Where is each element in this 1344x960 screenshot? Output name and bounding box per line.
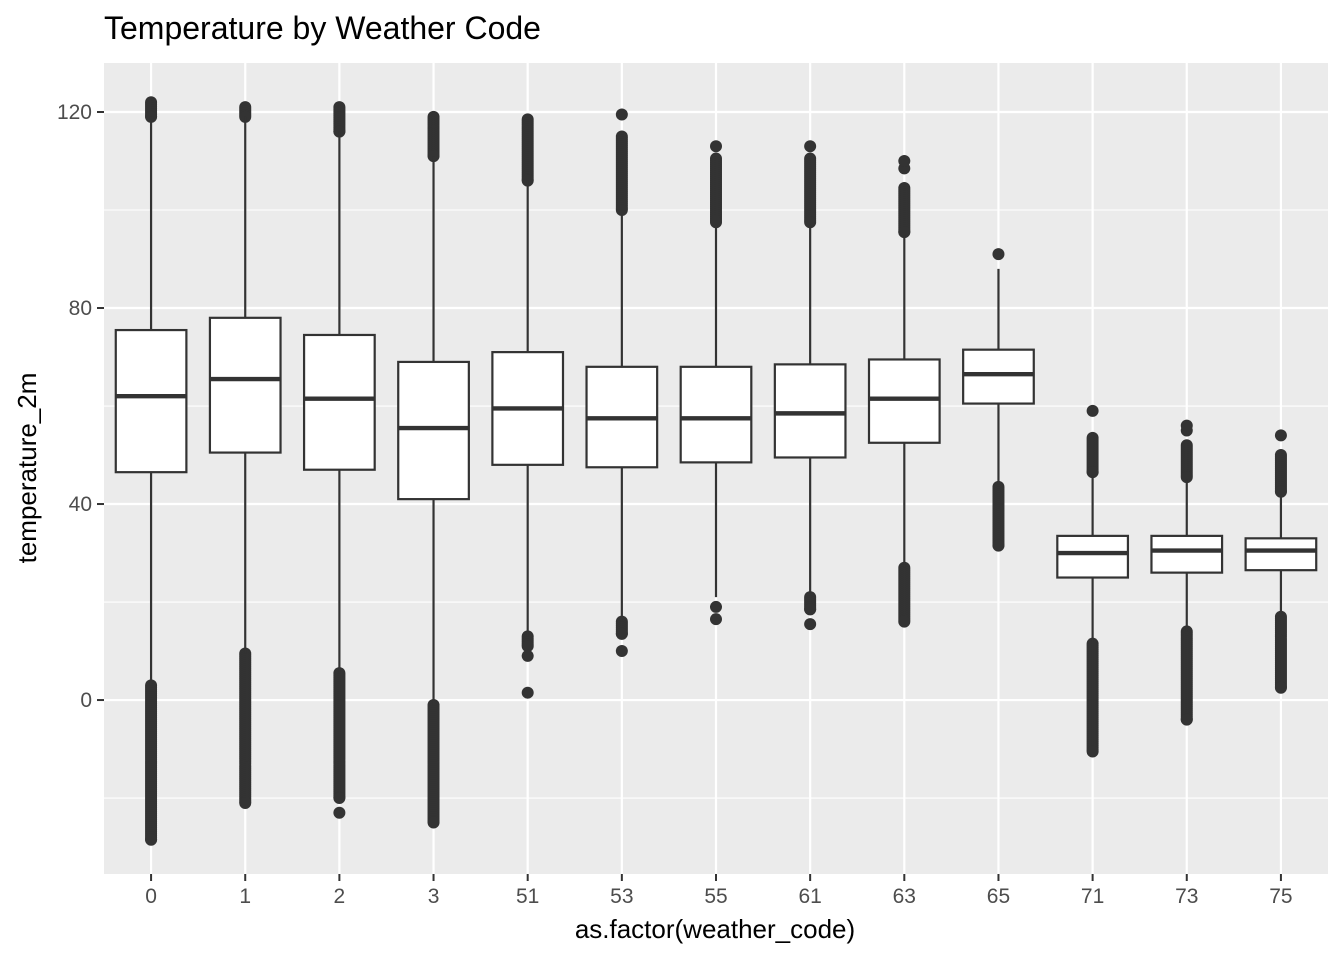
x-tick-label: 55 bbox=[704, 885, 727, 908]
box-55 bbox=[679, 140, 753, 626]
outlier-point bbox=[804, 618, 817, 631]
box-body bbox=[208, 316, 282, 454]
outlier-point bbox=[992, 539, 1005, 552]
outlier-point bbox=[1274, 681, 1287, 694]
outlier-point bbox=[1180, 713, 1193, 726]
box-1 bbox=[208, 101, 282, 809]
outlier-point bbox=[333, 792, 346, 805]
outlier-point bbox=[710, 600, 722, 613]
box-body bbox=[867, 358, 941, 444]
x-tick-label: 2 bbox=[334, 885, 346, 908]
outlier-point bbox=[1274, 485, 1287, 498]
outlier-point bbox=[992, 248, 1005, 261]
y-tick-label: 0 bbox=[80, 689, 92, 712]
box-body bbox=[962, 348, 1035, 405]
outlier-point bbox=[1086, 466, 1099, 479]
outlier-point bbox=[615, 204, 628, 217]
box-body bbox=[1244, 537, 1318, 572]
outlier-point bbox=[239, 796, 252, 809]
x-tick-label: 65 bbox=[987, 885, 1010, 908]
x-tick-label: 71 bbox=[1081, 885, 1104, 908]
outlier-point bbox=[898, 155, 911, 168]
box-body bbox=[302, 333, 376, 471]
box-73 bbox=[1150, 419, 1224, 726]
outlier-point bbox=[615, 627, 628, 640]
box-63 bbox=[867, 155, 941, 628]
outlier-point bbox=[1086, 745, 1099, 758]
outlier-point bbox=[1180, 419, 1193, 432]
box-53 bbox=[585, 108, 659, 658]
x-tick-label: 61 bbox=[798, 885, 821, 908]
outlier-point bbox=[521, 640, 534, 653]
box-body bbox=[397, 360, 470, 501]
x-tick-label: 63 bbox=[893, 885, 916, 908]
box-body bbox=[773, 363, 847, 459]
y-tick-label: 80 bbox=[69, 297, 92, 320]
y-tick-label: 120 bbox=[57, 101, 92, 124]
chart-title: Temperature by Weather Code bbox=[104, 10, 541, 46]
outlier-point bbox=[1274, 429, 1287, 442]
box-body bbox=[1150, 534, 1224, 574]
x-tick-label: 53 bbox=[610, 885, 633, 908]
x-tick-label: 51 bbox=[516, 885, 539, 908]
box-body bbox=[679, 365, 753, 464]
x-tick-label: 3 bbox=[428, 885, 440, 908]
outlier-point bbox=[1180, 471, 1193, 484]
box-71 bbox=[1056, 404, 1130, 758]
outlier-point bbox=[615, 108, 628, 121]
outlier-point bbox=[804, 603, 817, 616]
outlier-point bbox=[427, 816, 440, 829]
box-61 bbox=[773, 140, 847, 631]
y-axis-title: temperature_2m bbox=[12, 373, 42, 564]
outlier-point bbox=[804, 216, 817, 229]
x-tick-label: 75 bbox=[1269, 885, 1292, 908]
outlier-point bbox=[521, 686, 534, 699]
box-body bbox=[114, 328, 188, 474]
box-0 bbox=[114, 96, 188, 846]
box-51 bbox=[491, 113, 565, 699]
x-axis-title: as.factor(weather_code) bbox=[575, 914, 855, 944]
outlier-point bbox=[710, 140, 722, 153]
x-tick-label: 1 bbox=[239, 885, 251, 908]
outlier-point bbox=[710, 216, 722, 229]
outlier-point bbox=[333, 806, 346, 819]
outlier-point bbox=[898, 615, 911, 628]
outlier-point bbox=[804, 140, 817, 153]
outlier-point bbox=[521, 649, 534, 662]
box-65 bbox=[962, 248, 1035, 552]
plot-area: 0 40 80 120 0 1 2 3 51 53 55 61 63 65 71 73 75 bbox=[57, 63, 1328, 908]
box-75 bbox=[1244, 429, 1318, 694]
outlier-point bbox=[615, 645, 628, 658]
outlier-point bbox=[710, 613, 722, 626]
outlier-point bbox=[145, 833, 158, 846]
y-tick-label: 40 bbox=[69, 493, 92, 516]
box-2 bbox=[302, 101, 376, 819]
box-body bbox=[1056, 534, 1130, 579]
outlier-point bbox=[1086, 404, 1099, 417]
outlier-point bbox=[898, 226, 911, 239]
x-tick-label: 73 bbox=[1175, 885, 1198, 908]
x-tick-label: 0 bbox=[145, 885, 157, 908]
box-3 bbox=[397, 110, 470, 829]
